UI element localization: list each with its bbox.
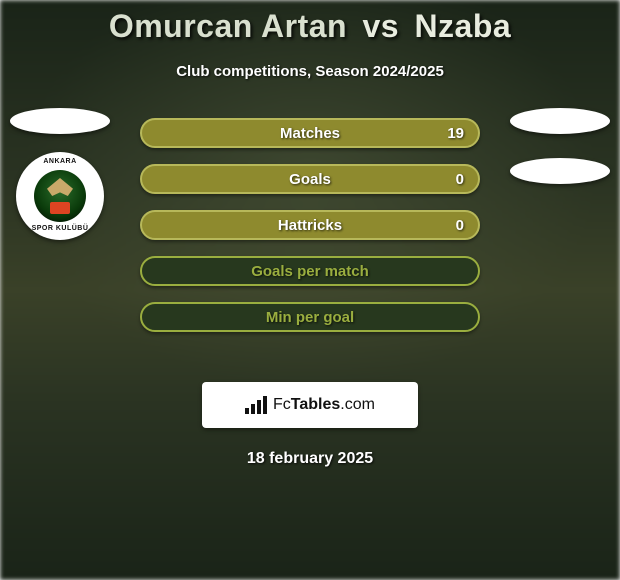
stat-label: Matches xyxy=(280,125,340,142)
left-column: ANKARA SPOR KULÜBÜ xyxy=(0,108,120,240)
stat-bar: Goals 0 xyxy=(140,164,480,194)
player1-kit-placeholder xyxy=(10,108,110,134)
stat-value-right: 0 xyxy=(456,217,464,234)
stat-value-right: 19 xyxy=(447,125,464,142)
brand-bold: Tables xyxy=(291,396,341,413)
player1-name: Omurcan Artan xyxy=(109,8,347,44)
club-logo-bottom-text: SPOR KULÜBÜ xyxy=(22,225,98,232)
player2-name: Nzaba xyxy=(414,8,511,44)
date-label: 18 february 2025 xyxy=(0,450,620,468)
player2-kit-placeholder-2 xyxy=(510,158,610,184)
stat-bar: Min per goal xyxy=(140,302,480,332)
vs-label: vs xyxy=(362,8,399,44)
player2-kit-placeholder-1 xyxy=(510,108,610,134)
page-title: Omurcan Artan vs Nzaba xyxy=(0,0,620,45)
club-logo-top-text: ANKARA xyxy=(22,158,98,165)
stat-bar: Hattricks 0 xyxy=(140,210,480,240)
brand-footer[interactable]: FcTables.com xyxy=(202,382,418,428)
right-column xyxy=(500,108,620,184)
stat-value-right: 0 xyxy=(456,171,464,188)
stat-bar: Matches 19 xyxy=(140,118,480,148)
stat-label: Hattricks xyxy=(278,217,342,234)
stat-bars: Matches 19 Goals 0 Hattricks 0 Goals per match… xyxy=(140,118,480,332)
subtitle: Club competitions, Season 2024/2025 xyxy=(0,63,620,80)
club-logo: ANKARA SPOR KULÜBÜ xyxy=(16,152,104,240)
bar-chart-icon xyxy=(245,396,267,414)
stat-label: Goals xyxy=(289,171,331,188)
eagle-icon xyxy=(47,178,73,196)
brand-text: FcTables.com xyxy=(273,396,375,414)
comparison-card: Omurcan Artan vs Nzaba Club competitions… xyxy=(0,0,620,580)
stat-bar: Goals per match xyxy=(140,256,480,286)
stats-zone: ANKARA SPOR KULÜBÜ Matches19Goals0Hattri… xyxy=(0,118,620,358)
stat-label: Min per goal xyxy=(266,309,354,326)
stat-label: Goals per match xyxy=(251,263,369,280)
club-logo-inner xyxy=(34,170,86,222)
brand-suffix: .com xyxy=(340,396,375,413)
brand-prefix: Fc xyxy=(273,396,291,413)
